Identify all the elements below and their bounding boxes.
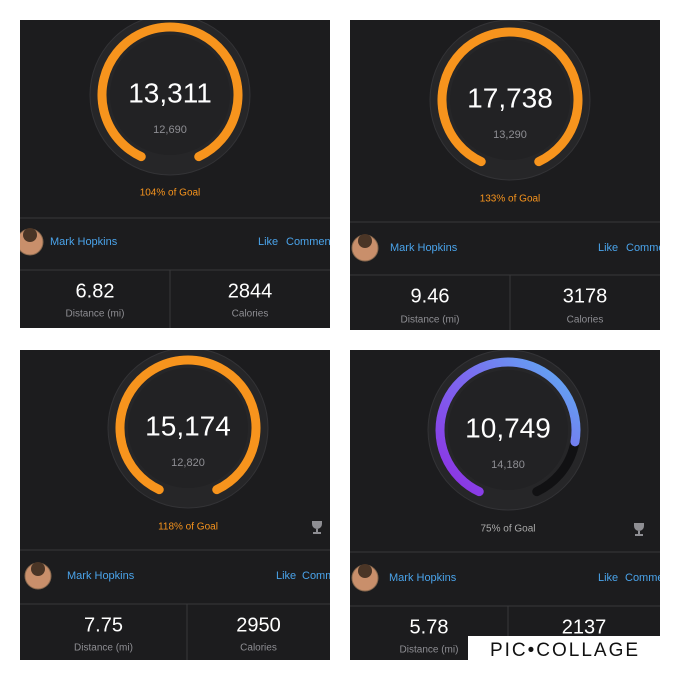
gauge-face: [110, 35, 230, 155]
activity-card: 15,174 12,820 118% of Goal Mark Hopkins Like…: [20, 350, 350, 660]
activity-card: 13,311 12,690 104% of Goal Mark Hopkins Like…: [20, 20, 334, 328]
comment-button[interactable]: Comment: [302, 570, 350, 582]
like-button[interactable]: Like: [258, 236, 278, 248]
gauge-face: [128, 368, 248, 488]
trophy-icon: [312, 521, 322, 534]
user-name[interactable]: Mark Hopkins: [389, 572, 457, 584]
step-goal: 12,690: [153, 124, 187, 136]
distance-label: Distance (mi): [400, 645, 459, 656]
trophy-icon: [634, 523, 644, 536]
gauge-progress: [437, 27, 583, 167]
step-goal: 12,820: [171, 457, 205, 469]
user-name[interactable]: Mark Hopkins: [390, 242, 458, 254]
goal-percent: 104% of Goal: [140, 188, 201, 199]
goal-percent: 133% of Goal: [480, 194, 541, 205]
gauge-progress: [115, 355, 261, 495]
step-count: 15,174: [145, 410, 231, 441]
calories-value: 2844: [228, 280, 273, 302]
distance-value: 7.75: [84, 614, 123, 636]
step-count: 10,749: [465, 412, 551, 443]
goal-percent: 118% of Goal: [158, 522, 218, 533]
goal-percent: 75% of Goal: [480, 524, 535, 535]
like-button[interactable]: Like: [598, 242, 618, 254]
avatar-hair: [358, 564, 372, 578]
activity-card: 10,749 14,180 75% of Goal Mark Hopkins Like C…: [350, 350, 673, 660]
activity-card: 17,738 13,290 133% of Goal Mark Hopkins Like…: [350, 20, 674, 330]
step-goal: 14,180: [491, 459, 525, 471]
distance-value: 9.46: [411, 285, 450, 307]
like-button[interactable]: Like: [598, 572, 618, 584]
calories-label: Calories: [232, 309, 269, 320]
distance-value: 6.82: [76, 280, 115, 302]
gauge-progress: [97, 22, 243, 162]
calories-value: 3178: [563, 285, 608, 307]
distance-label: Distance (mi): [66, 309, 125, 320]
comment-button[interactable]: Comment: [625, 572, 673, 584]
gauge-face: [448, 370, 568, 490]
user-name[interactable]: Mark Hopkins: [50, 236, 118, 248]
distance-value: 5.78: [410, 616, 449, 638]
watermark: PIC•COLLAGE: [490, 640, 640, 661]
like-button[interactable]: Like: [276, 570, 296, 582]
gauge-progress: [435, 357, 581, 497]
avatar-hair: [31, 562, 45, 576]
watermark-box: [468, 636, 662, 664]
comment-button[interactable]: Comment: [626, 242, 674, 254]
step-count: 13,311: [128, 77, 212, 108]
distance-label: Distance (mi): [401, 315, 460, 326]
gauge-face: [450, 40, 570, 160]
calories-value: 2137: [562, 616, 607, 638]
comment-button[interactable]: Comment: [286, 236, 334, 248]
distance-label: Distance (mi): [74, 643, 133, 654]
user-name[interactable]: Mark Hopkins: [67, 570, 135, 582]
step-count: 17,738: [467, 82, 553, 113]
step-goal: 13,290: [493, 129, 527, 141]
avatar-hair: [23, 228, 37, 242]
calories-value: 2950: [236, 614, 281, 636]
calories-label: Calories: [240, 643, 277, 654]
calories-label: Calories: [567, 315, 604, 326]
avatar-hair: [358, 234, 372, 248]
